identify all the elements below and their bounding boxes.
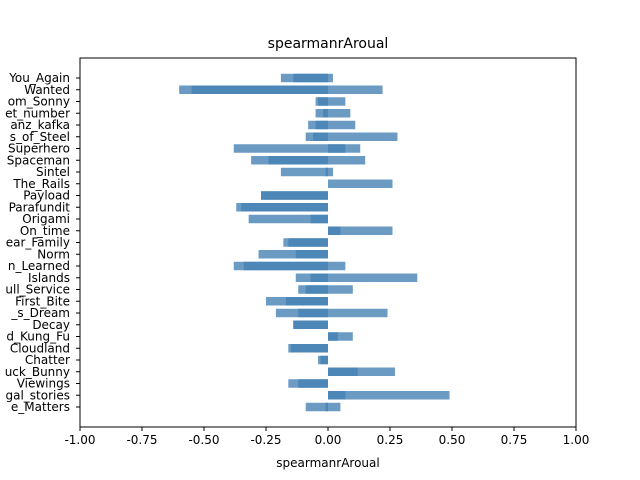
y-tick-label: Norm bbox=[37, 247, 70, 261]
bar bbox=[320, 355, 328, 365]
y-tick-label: Superhero bbox=[8, 142, 70, 156]
y-tick-label: The_Rails bbox=[12, 177, 70, 191]
bar bbox=[313, 132, 328, 141]
bar bbox=[280, 167, 328, 177]
x-axis-ticks: -1.00 -0.75 -0.50 -0.25 0.00 0.25 0.50 0.75 1.00 bbox=[64, 427, 589, 447]
y-tick-label: Wanted bbox=[24, 83, 70, 97]
bar bbox=[328, 73, 333, 83]
bar bbox=[328, 367, 395, 376]
bar bbox=[328, 402, 341, 412]
y-tick-label: Spaceman bbox=[7, 153, 70, 167]
y-tick-label: On_time bbox=[20, 224, 70, 238]
y-tick-label: n_Learned bbox=[8, 259, 70, 273]
bar bbox=[310, 214, 328, 224]
x-tick-label: -0.25 bbox=[250, 433, 281, 447]
y-tick-label: Payload bbox=[23, 189, 70, 203]
chart-title: spearmanrAroual bbox=[268, 36, 389, 52]
y-tick-label: ear_Family bbox=[6, 236, 70, 250]
bar bbox=[328, 156, 366, 165]
y-tick-label: s_of_Steel bbox=[10, 130, 70, 144]
bar bbox=[258, 250, 328, 259]
bar bbox=[298, 308, 328, 318]
bar bbox=[268, 156, 328, 165]
bar bbox=[328, 109, 351, 118]
bar bbox=[328, 85, 383, 94]
bar bbox=[328, 167, 333, 177]
y-tick-label: e_Matters bbox=[11, 400, 70, 414]
y-tick-label: Cloudland bbox=[10, 341, 70, 355]
bar bbox=[328, 391, 450, 400]
bar bbox=[328, 179, 393, 188]
y-tick-label: Islands bbox=[28, 271, 70, 285]
y-tick-label: om_Sonny bbox=[8, 95, 70, 109]
bar bbox=[315, 120, 328, 130]
plot-frame bbox=[79, 57, 577, 428]
bar bbox=[328, 273, 418, 282]
bar bbox=[328, 97, 346, 106]
y-tick-label: Decay bbox=[32, 318, 70, 332]
y-tick-label: Viewings bbox=[17, 377, 70, 391]
bar bbox=[293, 320, 328, 329]
x-tick-label: 1.00 bbox=[563, 433, 590, 447]
x-tick-label: -0.75 bbox=[126, 433, 157, 447]
bar bbox=[328, 261, 346, 271]
bar bbox=[325, 402, 328, 412]
bar bbox=[328, 285, 353, 294]
bar bbox=[328, 132, 398, 141]
bar bbox=[305, 285, 328, 294]
x-tick-label: -0.50 bbox=[188, 433, 219, 447]
bar bbox=[285, 297, 328, 306]
bars-group bbox=[179, 73, 450, 412]
y-tick-label: You_Again bbox=[8, 71, 70, 85]
y-tick-label: Origami bbox=[22, 212, 70, 226]
x-axis-label: spearmanrAroual bbox=[276, 456, 379, 470]
y-axis-ticks: You_AgainWantedom_Sonnyet_numberanz_kafk… bbox=[5, 71, 80, 414]
bar bbox=[261, 191, 328, 200]
bar bbox=[191, 85, 328, 94]
bar bbox=[328, 226, 393, 235]
bar bbox=[328, 332, 338, 341]
x-tick-label: 0.00 bbox=[315, 433, 342, 447]
y-tick-label: First_Bite bbox=[15, 294, 70, 308]
bar bbox=[323, 109, 328, 118]
bar bbox=[298, 379, 328, 388]
y-tick-label: Parafundit bbox=[9, 200, 71, 214]
bar bbox=[288, 238, 328, 247]
y-tick-label: et_number bbox=[5, 106, 70, 120]
y-tick-label: ull_Service bbox=[5, 283, 70, 297]
bar bbox=[290, 344, 328, 353]
x-tick-label: 0.75 bbox=[501, 433, 528, 447]
y-tick-label: Chatter bbox=[25, 353, 70, 367]
bar bbox=[233, 144, 328, 153]
bar bbox=[328, 226, 341, 235]
bar bbox=[315, 109, 328, 118]
bar bbox=[305, 402, 328, 412]
bar bbox=[328, 308, 388, 318]
y-tick-label: Sintel bbox=[36, 165, 70, 179]
bar bbox=[325, 167, 328, 177]
bar bbox=[328, 367, 358, 376]
x-tick-label: 0.25 bbox=[377, 433, 404, 447]
y-tick-label: _s_Dream bbox=[10, 306, 70, 320]
y-tick-label: uck_Bunny bbox=[5, 365, 70, 379]
bar bbox=[293, 73, 328, 83]
bar bbox=[241, 203, 328, 212]
y-tick-label: gal_stories bbox=[5, 388, 70, 402]
bar bbox=[328, 391, 346, 400]
bar bbox=[243, 261, 328, 271]
bar bbox=[295, 250, 328, 259]
bar bbox=[318, 97, 328, 106]
y-tick-label: anz_kafka bbox=[10, 118, 70, 132]
y-tick-label: d_Kung_Fu bbox=[6, 330, 70, 344]
bar bbox=[328, 120, 356, 130]
x-tick-label: 0.50 bbox=[439, 433, 466, 447]
bar bbox=[328, 144, 346, 153]
bar bbox=[310, 273, 328, 282]
bar bbox=[248, 214, 328, 224]
bar bbox=[328, 332, 353, 341]
x-tick-label: -1.00 bbox=[64, 433, 95, 447]
